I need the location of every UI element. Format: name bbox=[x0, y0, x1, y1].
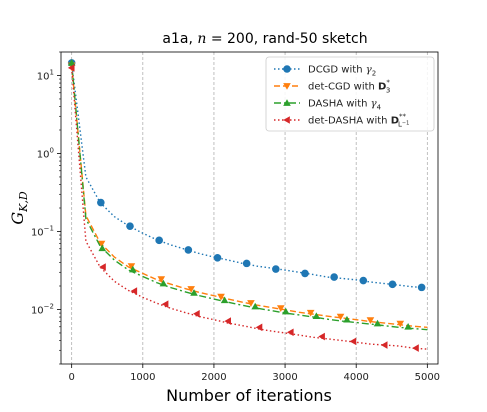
legend-label: DCGD with γ2 bbox=[308, 65, 376, 78]
y-axis-title: GK,D bbox=[8, 191, 30, 224]
series-point bbox=[157, 276, 166, 283]
series-point bbox=[126, 222, 134, 230]
y-axis: 10−2 10−1 100 101 bbox=[31, 51, 61, 365]
series-point bbox=[67, 59, 76, 66]
series-point bbox=[404, 322, 412, 330]
series-point bbox=[184, 246, 193, 254]
series-point bbox=[281, 307, 290, 315]
series-point bbox=[366, 317, 375, 324]
series-point bbox=[272, 265, 280, 273]
x-tick-label: 5000 bbox=[415, 372, 440, 383]
series-point bbox=[190, 289, 198, 296]
series-point bbox=[380, 341, 388, 349]
x-tick-label: 4000 bbox=[343, 372, 368, 383]
legend-label: DASHA with γ4 bbox=[308, 99, 382, 112]
series-point bbox=[187, 286, 195, 293]
legend-entry: DASHA with γ4 bbox=[274, 99, 382, 112]
legend-marker bbox=[283, 99, 291, 106]
series-point bbox=[129, 265, 137, 273]
series-point bbox=[417, 283, 426, 292]
series-point bbox=[247, 300, 255, 307]
series-3 bbox=[67, 59, 428, 331]
series-point bbox=[242, 259, 251, 268]
legend-marker bbox=[283, 83, 291, 90]
series-point bbox=[412, 344, 419, 352]
series-1 bbox=[67, 59, 428, 292]
legend-box bbox=[265, 56, 435, 132]
series-point bbox=[312, 312, 321, 320]
legend-entry: det-CGD with D* 3 bbox=[274, 79, 390, 95]
series-point bbox=[373, 319, 382, 327]
series-point bbox=[130, 287, 138, 295]
legend-label: det-CGD with D* 3 bbox=[308, 79, 390, 95]
series-point bbox=[159, 279, 168, 287]
x-tick-label: 0 bbox=[68, 372, 74, 383]
series-4 bbox=[67, 64, 428, 352]
series-point bbox=[343, 315, 351, 323]
legend-entry: DCGD with γ2 bbox=[274, 65, 376, 78]
series-point bbox=[98, 244, 107, 252]
series-point bbox=[99, 263, 106, 271]
y-tick-label: 10−2 bbox=[31, 302, 54, 316]
series-point bbox=[193, 310, 200, 318]
x-tick-label: 2000 bbox=[201, 372, 226, 383]
series-point bbox=[161, 300, 169, 308]
series-point bbox=[336, 313, 345, 321]
series-point bbox=[396, 320, 405, 328]
y-tick-label: 100 bbox=[37, 146, 54, 160]
x-tick-label: 1000 bbox=[130, 372, 155, 383]
series-point bbox=[318, 332, 325, 341]
series-point bbox=[127, 263, 136, 270]
series-point bbox=[276, 305, 285, 312]
legend-marker bbox=[283, 116, 290, 124]
series-point bbox=[286, 328, 294, 337]
series-layer bbox=[67, 59, 428, 352]
series-point bbox=[155, 236, 163, 245]
series-point bbox=[213, 253, 222, 262]
series-point bbox=[330, 273, 338, 281]
series-point bbox=[388, 280, 397, 289]
legend-marker bbox=[283, 65, 291, 73]
series-point bbox=[67, 64, 75, 72]
x-tick-label: 3000 bbox=[272, 372, 297, 383]
series-point bbox=[359, 276, 368, 285]
series-point bbox=[97, 198, 105, 207]
series-point bbox=[301, 269, 309, 278]
series-point bbox=[220, 296, 229, 304]
x-axis: 0 1000 2000 3000 4000 5000 bbox=[68, 364, 440, 383]
series-point bbox=[349, 337, 357, 346]
chart-title: a1a, n = 200, rand-50 sketch bbox=[162, 31, 367, 47]
legend-label: det-DASHA with D** L−1 bbox=[308, 113, 409, 129]
series-point bbox=[217, 293, 225, 301]
series-point bbox=[224, 317, 232, 325]
x-axis-title: Number of iterations bbox=[166, 386, 332, 405]
series-point bbox=[251, 302, 259, 310]
y-tick-label: 10−1 bbox=[31, 224, 54, 238]
series-point bbox=[306, 309, 315, 317]
series-point bbox=[97, 240, 106, 248]
y-tick-label: 101 bbox=[37, 68, 54, 82]
series-point bbox=[255, 323, 263, 332]
legend-entry: det-DASHA with D** L−1 bbox=[274, 113, 409, 129]
